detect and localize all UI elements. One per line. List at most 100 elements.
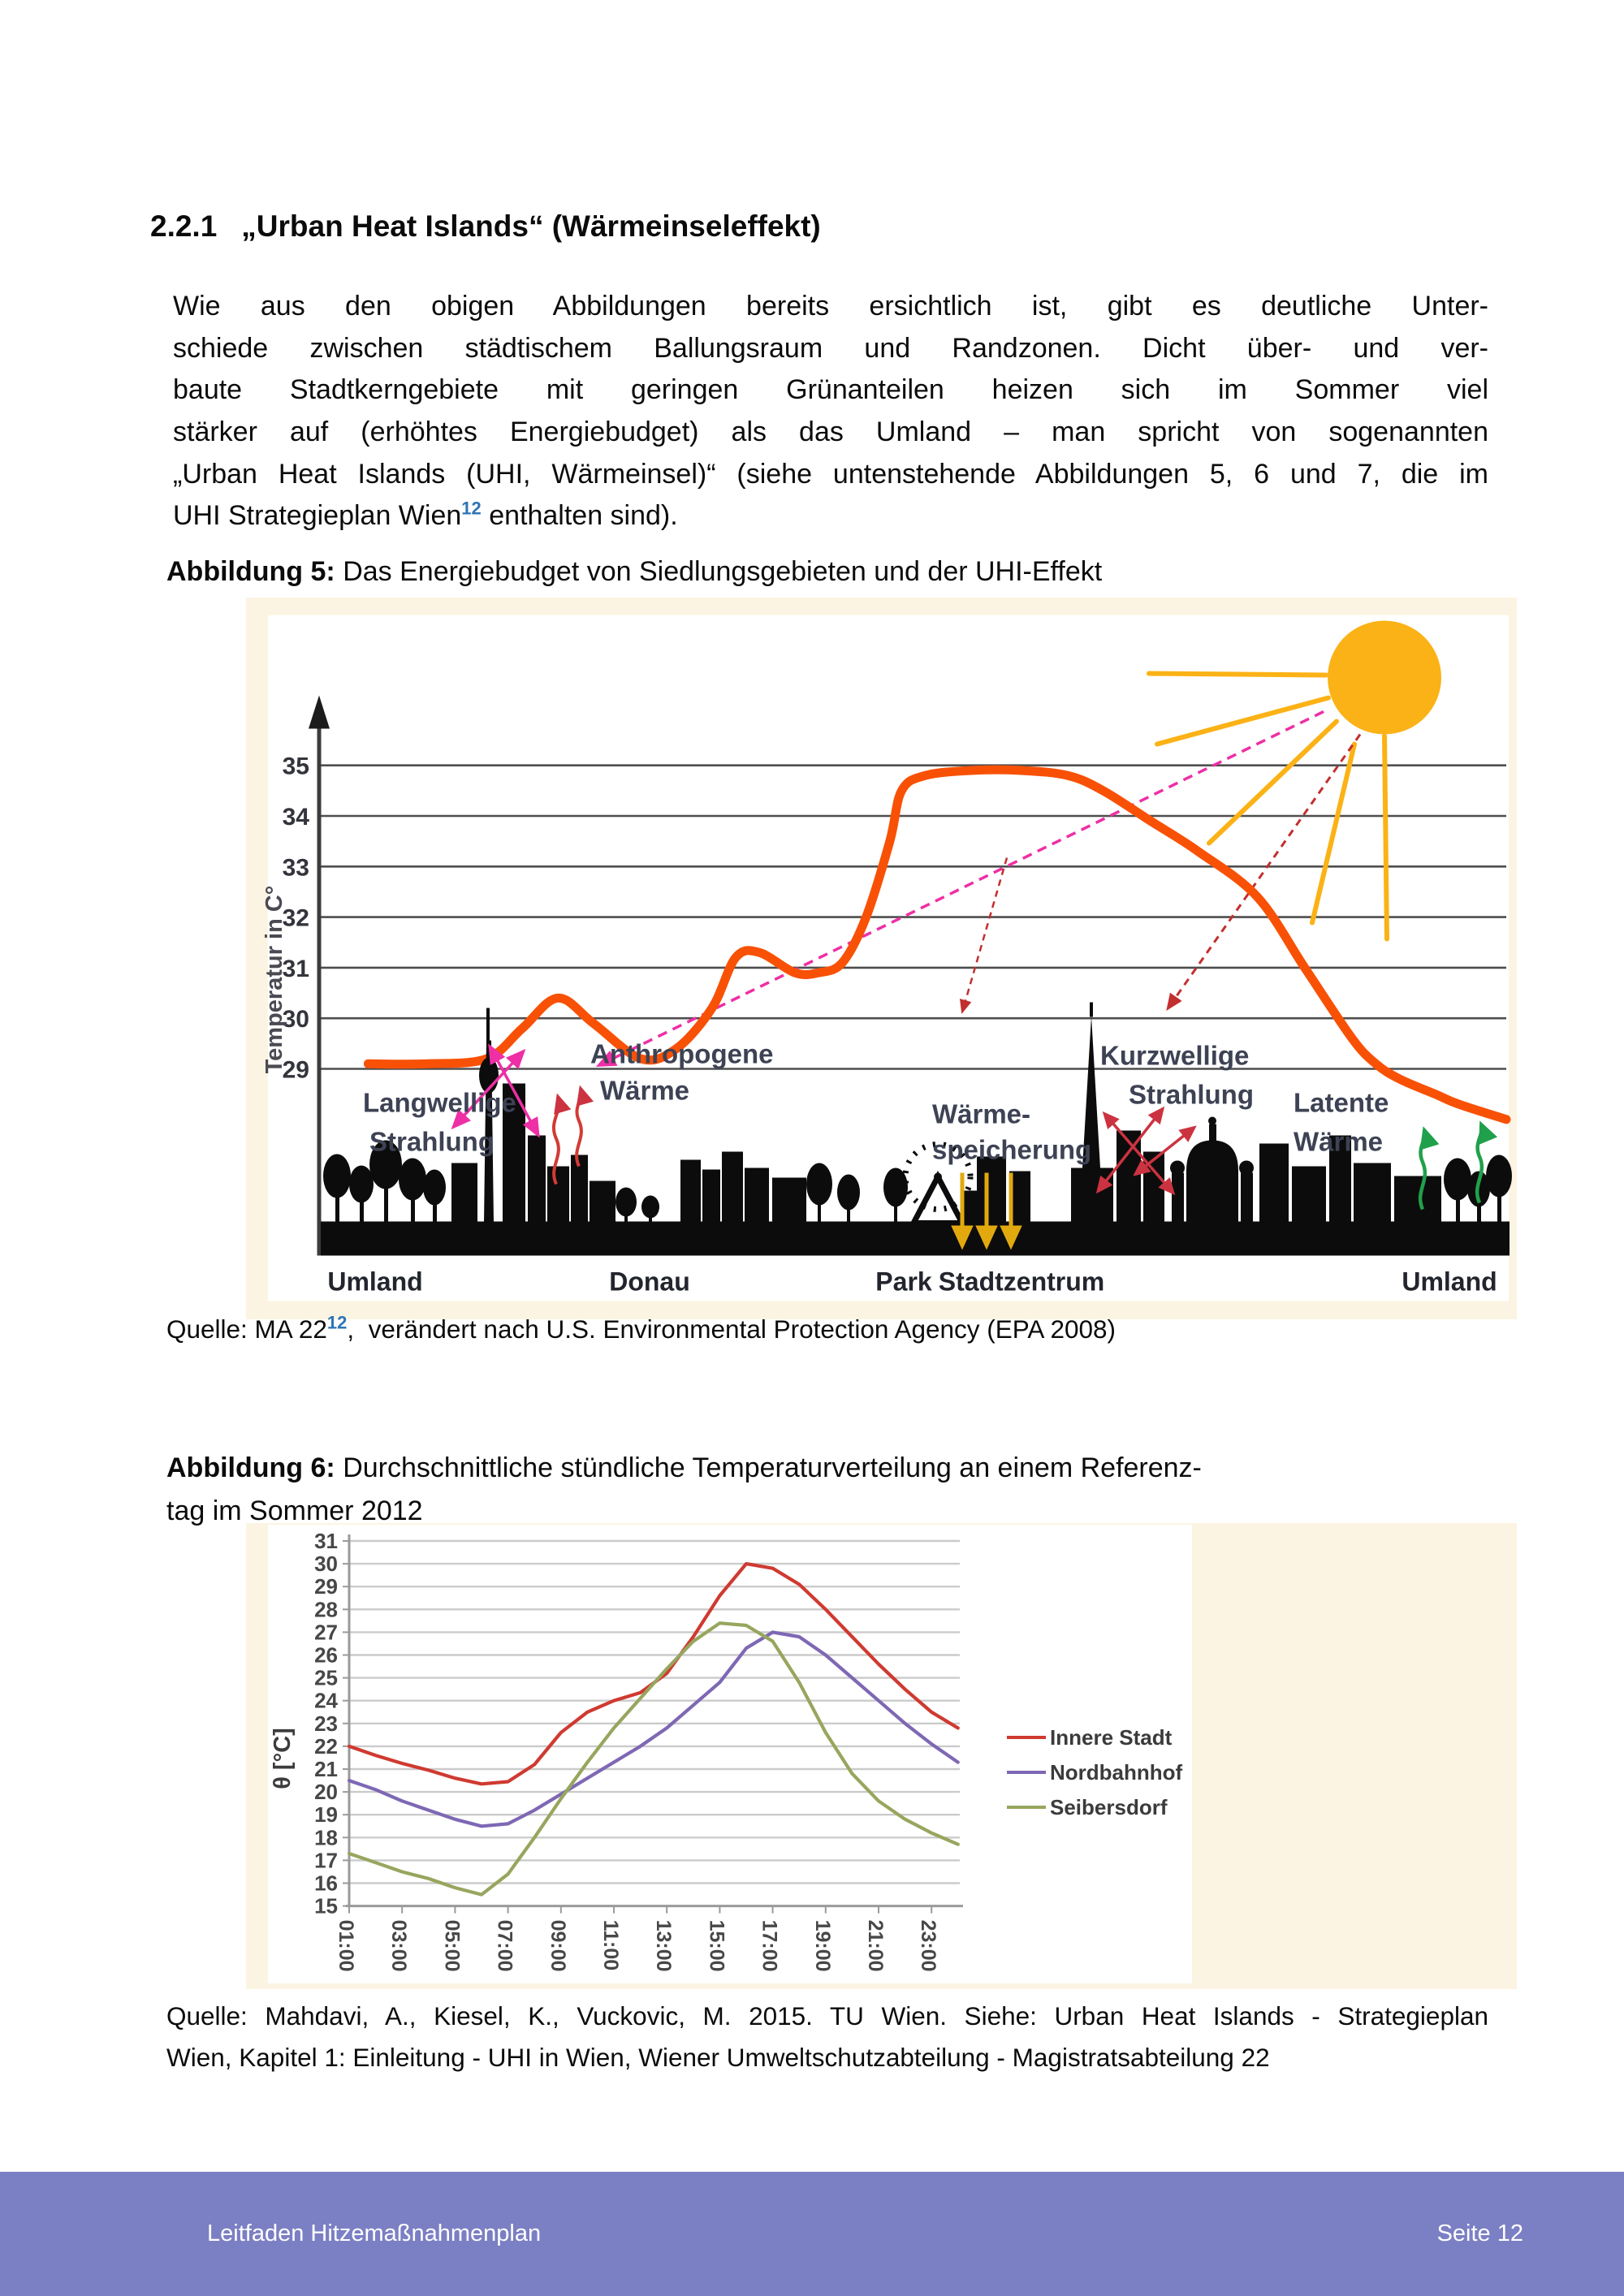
paragraph-text: UHI Strategieplan Wien bbox=[173, 500, 462, 532]
svg-text:16: 16 bbox=[314, 1871, 338, 1896]
figure5-caption-text: Das Energiebudget von Siedlungsgebieten … bbox=[335, 556, 1103, 587]
svg-text:15: 15 bbox=[314, 1894, 338, 1918]
svg-text:21:00: 21:00 bbox=[864, 1920, 887, 1972]
svg-text:15:00: 15:00 bbox=[705, 1920, 728, 1972]
axis-arrow-icon bbox=[309, 695, 330, 729]
svg-text:Wärme-: Wärme- bbox=[932, 1099, 1030, 1129]
legend-label: Seibersdorf bbox=[1050, 1795, 1168, 1819]
svg-text:Umland: Umland bbox=[327, 1267, 422, 1297]
cathedral-spire-icon bbox=[1082, 1016, 1100, 1168]
svg-text:Wärme: Wärme bbox=[1294, 1127, 1383, 1157]
figure5-source: Quelle: MA 2212, verändert nach U.S. Env… bbox=[166, 1309, 1488, 1350]
svg-text:Wärme: Wärme bbox=[600, 1076, 689, 1106]
source-text: , verändert nach U.S. Environmental Prot… bbox=[347, 1314, 1116, 1344]
svg-text:27: 27 bbox=[314, 1620, 338, 1644]
fig5-y-axis-title: Temperatur in C° bbox=[261, 886, 287, 1074]
paragraph-line: UHI Strategieplan Wien12 enthalten sind)… bbox=[173, 495, 1488, 537]
paragraph-line: „Urban Heat Islands (UHI, Wärmeinsel)“ (… bbox=[173, 458, 1488, 490]
svg-text:24: 24 bbox=[314, 1689, 338, 1713]
svg-text:01:00: 01:00 bbox=[335, 1920, 357, 1972]
svg-text:Langwellige: Langwellige bbox=[363, 1088, 516, 1118]
svg-text:33: 33 bbox=[283, 854, 309, 881]
svg-text:22: 22 bbox=[314, 1734, 338, 1759]
legend-label: Nordbahnhof bbox=[1050, 1760, 1183, 1785]
svg-text:17: 17 bbox=[314, 1848, 338, 1872]
svg-text:Anthropogene: Anthropogene bbox=[590, 1039, 773, 1069]
intro-paragraph: Wie aus den obigen Abbildungen bereits e… bbox=[173, 286, 1488, 537]
svg-text:21: 21 bbox=[314, 1757, 338, 1781]
series-Nordbahnhof bbox=[347, 1630, 960, 1828]
svg-text:30: 30 bbox=[314, 1552, 338, 1576]
fig6-series-layer bbox=[347, 1561, 960, 1897]
paragraph-line: Wie aus den obigen Abbildungen bereits e… bbox=[173, 291, 1488, 322]
svg-text:05:00: 05:00 bbox=[440, 1920, 463, 1972]
footer-title: Leitfaden Hitzemaßnahmenplan bbox=[207, 2220, 542, 2246]
section-number: 2.2.1 bbox=[150, 209, 218, 243]
sun-icon bbox=[1147, 620, 1441, 942]
shortwave-radiation-arrows bbox=[1095, 1106, 1197, 1196]
svg-text:11:00: 11:00 bbox=[599, 1920, 622, 1971]
svg-text:17:00: 17:00 bbox=[758, 1920, 781, 1972]
section-heading: 2.2.1 „Urban Heat Islands“ (Wärmeinselef… bbox=[150, 209, 821, 244]
figure5-chart: 29 30 31 32 33 34 35 Temperatur in C° bbox=[246, 598, 1517, 1319]
figure6-caption-label: Abbildung 6: bbox=[166, 1452, 335, 1483]
anthropogenic-heat-arrows bbox=[551, 1085, 594, 1185]
page-number: Seite 12 bbox=[1436, 2220, 1523, 2246]
figure6-source: Quelle: Mahdavi, A., Kiesel, K., Vuckovi… bbox=[166, 1996, 1488, 2078]
figure5-caption: Abbildung 5: Das Energiebudget von Siedl… bbox=[166, 550, 1102, 593]
svg-text:25: 25 bbox=[314, 1666, 338, 1690]
fig6-legend-layer: Innere Stadt Nordbahnhof Seibersdorf bbox=[1007, 1725, 1183, 1819]
figure5-panel: 29 30 31 32 33 34 35 Temperatur in C° bbox=[246, 598, 1517, 1319]
paragraph-line: schiede zwischen städtischem Ballungsrau… bbox=[173, 332, 1488, 364]
svg-text:Latente: Latente bbox=[1294, 1088, 1389, 1118]
dome-church-icon bbox=[1186, 1140, 1238, 1224]
fig5-category-layer: Umland Donau Park Stadtzentrum Umland bbox=[327, 1267, 1497, 1297]
figure6-caption-line1: Abbildung 6: Durchschnittliche stündlich… bbox=[166, 1447, 1498, 1490]
figure6-plot-background bbox=[268, 1525, 1192, 1983]
svg-text:26: 26 bbox=[314, 1643, 338, 1668]
footnote-ref-12: 12 bbox=[326, 1312, 348, 1333]
svg-text:23: 23 bbox=[314, 1711, 338, 1736]
svg-text:Stadtzentrum: Stadtzentrum bbox=[939, 1267, 1104, 1297]
svg-text:29: 29 bbox=[314, 1574, 338, 1599]
svg-text:Strahlung: Strahlung bbox=[1129, 1080, 1254, 1110]
svg-text:35: 35 bbox=[283, 753, 309, 780]
svg-text:20: 20 bbox=[314, 1780, 338, 1804]
svg-text:19:00: 19:00 bbox=[811, 1920, 834, 1972]
series-Seibersdorf bbox=[347, 1621, 960, 1897]
figure6-caption: Abbildung 6: Durchschnittliche stündlich… bbox=[166, 1447, 1498, 1533]
svg-text:07:00: 07:00 bbox=[494, 1920, 516, 1972]
svg-text:09:00: 09:00 bbox=[546, 1920, 569, 1972]
section-title: „Urban Heat Islands“ (Wärmeinseleffekt) bbox=[241, 209, 821, 243]
source-text: Quelle: MA 22 bbox=[166, 1314, 327, 1344]
legend-label: Innere Stadt bbox=[1050, 1725, 1173, 1750]
svg-text:32: 32 bbox=[283, 905, 309, 932]
footnote-ref-12: 12 bbox=[461, 498, 482, 520]
ferris-wheel-icon bbox=[902, 1142, 974, 1212]
source-line: Wien, Kapitel 1: Einleitung - UHI in Wie… bbox=[166, 2043, 1270, 2072]
svg-text:Kurzwellige: Kurzwellige bbox=[1100, 1041, 1249, 1071]
svg-text:18: 18 bbox=[314, 1825, 338, 1849]
svg-text:23:00: 23:00 bbox=[917, 1920, 939, 1972]
svg-text:13:00: 13:00 bbox=[652, 1920, 675, 1972]
svg-text:Strahlung: Strahlung bbox=[369, 1127, 495, 1157]
incoming-solar-ray bbox=[595, 710, 1324, 1068]
heat-storage-arrows bbox=[951, 1172, 1022, 1250]
latent-heat-arrows bbox=[1418, 1120, 1498, 1211]
svg-text:Donau: Donau bbox=[609, 1267, 690, 1297]
svg-text:03:00: 03:00 bbox=[387, 1920, 410, 1972]
svg-text:31: 31 bbox=[283, 956, 309, 982]
figure5-caption-label: Abbildung 5: bbox=[166, 556, 335, 587]
svg-text:speicherung: speicherung bbox=[932, 1135, 1091, 1165]
svg-text:19: 19 bbox=[314, 1802, 338, 1827]
svg-text:29: 29 bbox=[283, 1057, 309, 1084]
longwave-radiation-arrows bbox=[451, 1043, 540, 1138]
svg-text:Umland: Umland bbox=[1402, 1267, 1497, 1297]
svg-text:34: 34 bbox=[283, 804, 310, 831]
fig5-y-axis: Temperatur in C° bbox=[261, 695, 330, 1256]
paragraph-text: enthalten sind). bbox=[481, 500, 678, 532]
reflected-solar-ray bbox=[959, 733, 1362, 1014]
svg-text:28: 28 bbox=[314, 1597, 338, 1621]
fig5-annotation-layer: Langwellige Strahlung Anthropogene Wärme Wär… bbox=[363, 1039, 1389, 1165]
